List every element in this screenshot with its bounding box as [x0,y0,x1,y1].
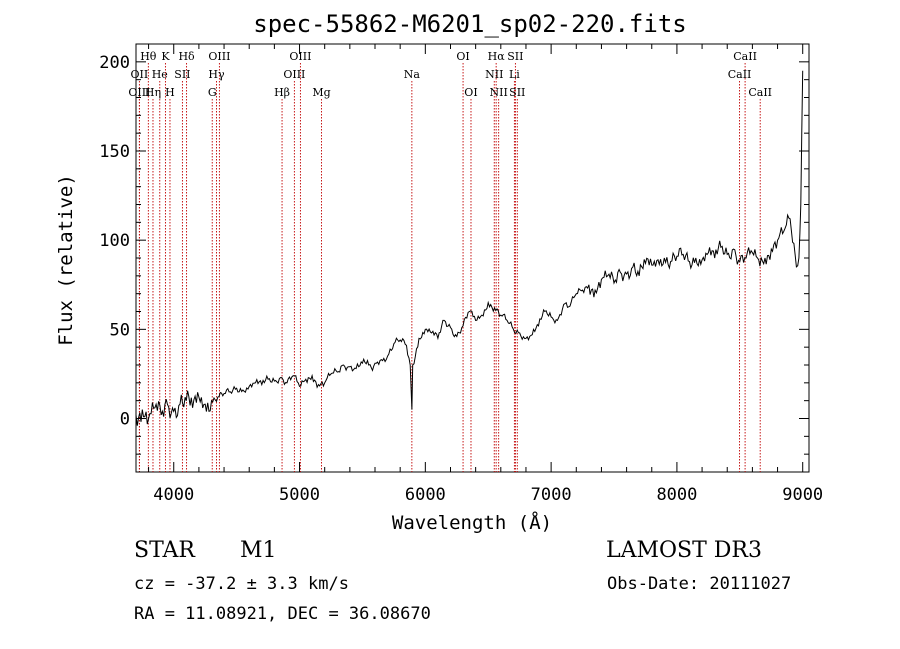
spectral-line-label: SII [174,68,190,81]
redshift-cz: cz = -37.2 ± 3.3 km/s [134,574,349,594]
x-tick-label: 9000 [782,485,823,505]
spectral-line-label: NII [485,68,503,81]
y-tick-label: 100 [99,231,130,251]
spectral-line-label: K [161,50,170,63]
plot-frame [135,43,810,473]
spectral-line-label: G [208,86,217,99]
x-tick-label: 7000 [531,485,572,505]
coordinates: RA = 11.08921, DEC = 36.08670 [134,604,431,624]
spectral-line-label: Mg [312,86,330,99]
axis-ticks: 4000 5000 6000 7000 8000 9000 0 50 100 150 200 [99,43,823,505]
spectrum-line [135,70,804,426]
y-axis-label: Flux (relative) [55,174,77,346]
x-tick-label: 4000 [153,485,194,505]
spectral-line-label: Hα [488,50,506,63]
spectral-line-label: OIII [283,68,305,81]
spectral-line-label: Hγ [208,68,225,81]
spectral-line-label: Hβ [274,86,290,99]
x-tick-label: 6000 [405,485,446,505]
spectral-line-label: CaII [733,50,757,63]
spectral-line-label: SII [509,86,525,99]
y-tick-label: 150 [99,142,130,162]
spectral-line-label: NII [490,86,508,99]
spectral-line-label: CaII [728,68,752,81]
spectral-line-label: Hθ [140,50,157,63]
object-subclass: M1 [240,538,277,563]
spectral-line-label: OIII [289,50,311,63]
object-class: STAR [134,538,195,563]
spectral-line-label: H [165,86,175,99]
spectral-line-label: OII [131,68,149,81]
spectral-line-label: OI [464,86,477,99]
x-tick-label: 5000 [279,485,320,505]
spectral-line-label: Hη [145,86,161,99]
spectral-line-label: OIII [128,86,150,99]
spectral-line-label: He [152,68,168,81]
spectral-line-label: Hδ [178,50,195,63]
spectral-line-label: OIII [208,50,230,63]
chart-title: spec-55862-M6201_sp02-220.fits [253,10,686,38]
spectral-line-label: Li [509,68,520,81]
spectral-line-label: CaII [748,86,772,99]
y-tick-label: 200 [99,53,130,73]
x-tick-label: 8000 [656,485,697,505]
obs-date: Obs-Date: 20111027 [607,574,792,594]
survey-label: LAMOST DR3 [606,538,762,563]
y-tick-label: 50 [110,320,130,340]
spectral-line-label: SII [507,50,523,63]
y-tick-label: 0 [120,410,130,430]
spectral-line-label: Na [404,68,421,81]
x-axis-label: Wavelength (Å) [392,511,552,534]
spectral-line-label: OI [456,50,469,63]
